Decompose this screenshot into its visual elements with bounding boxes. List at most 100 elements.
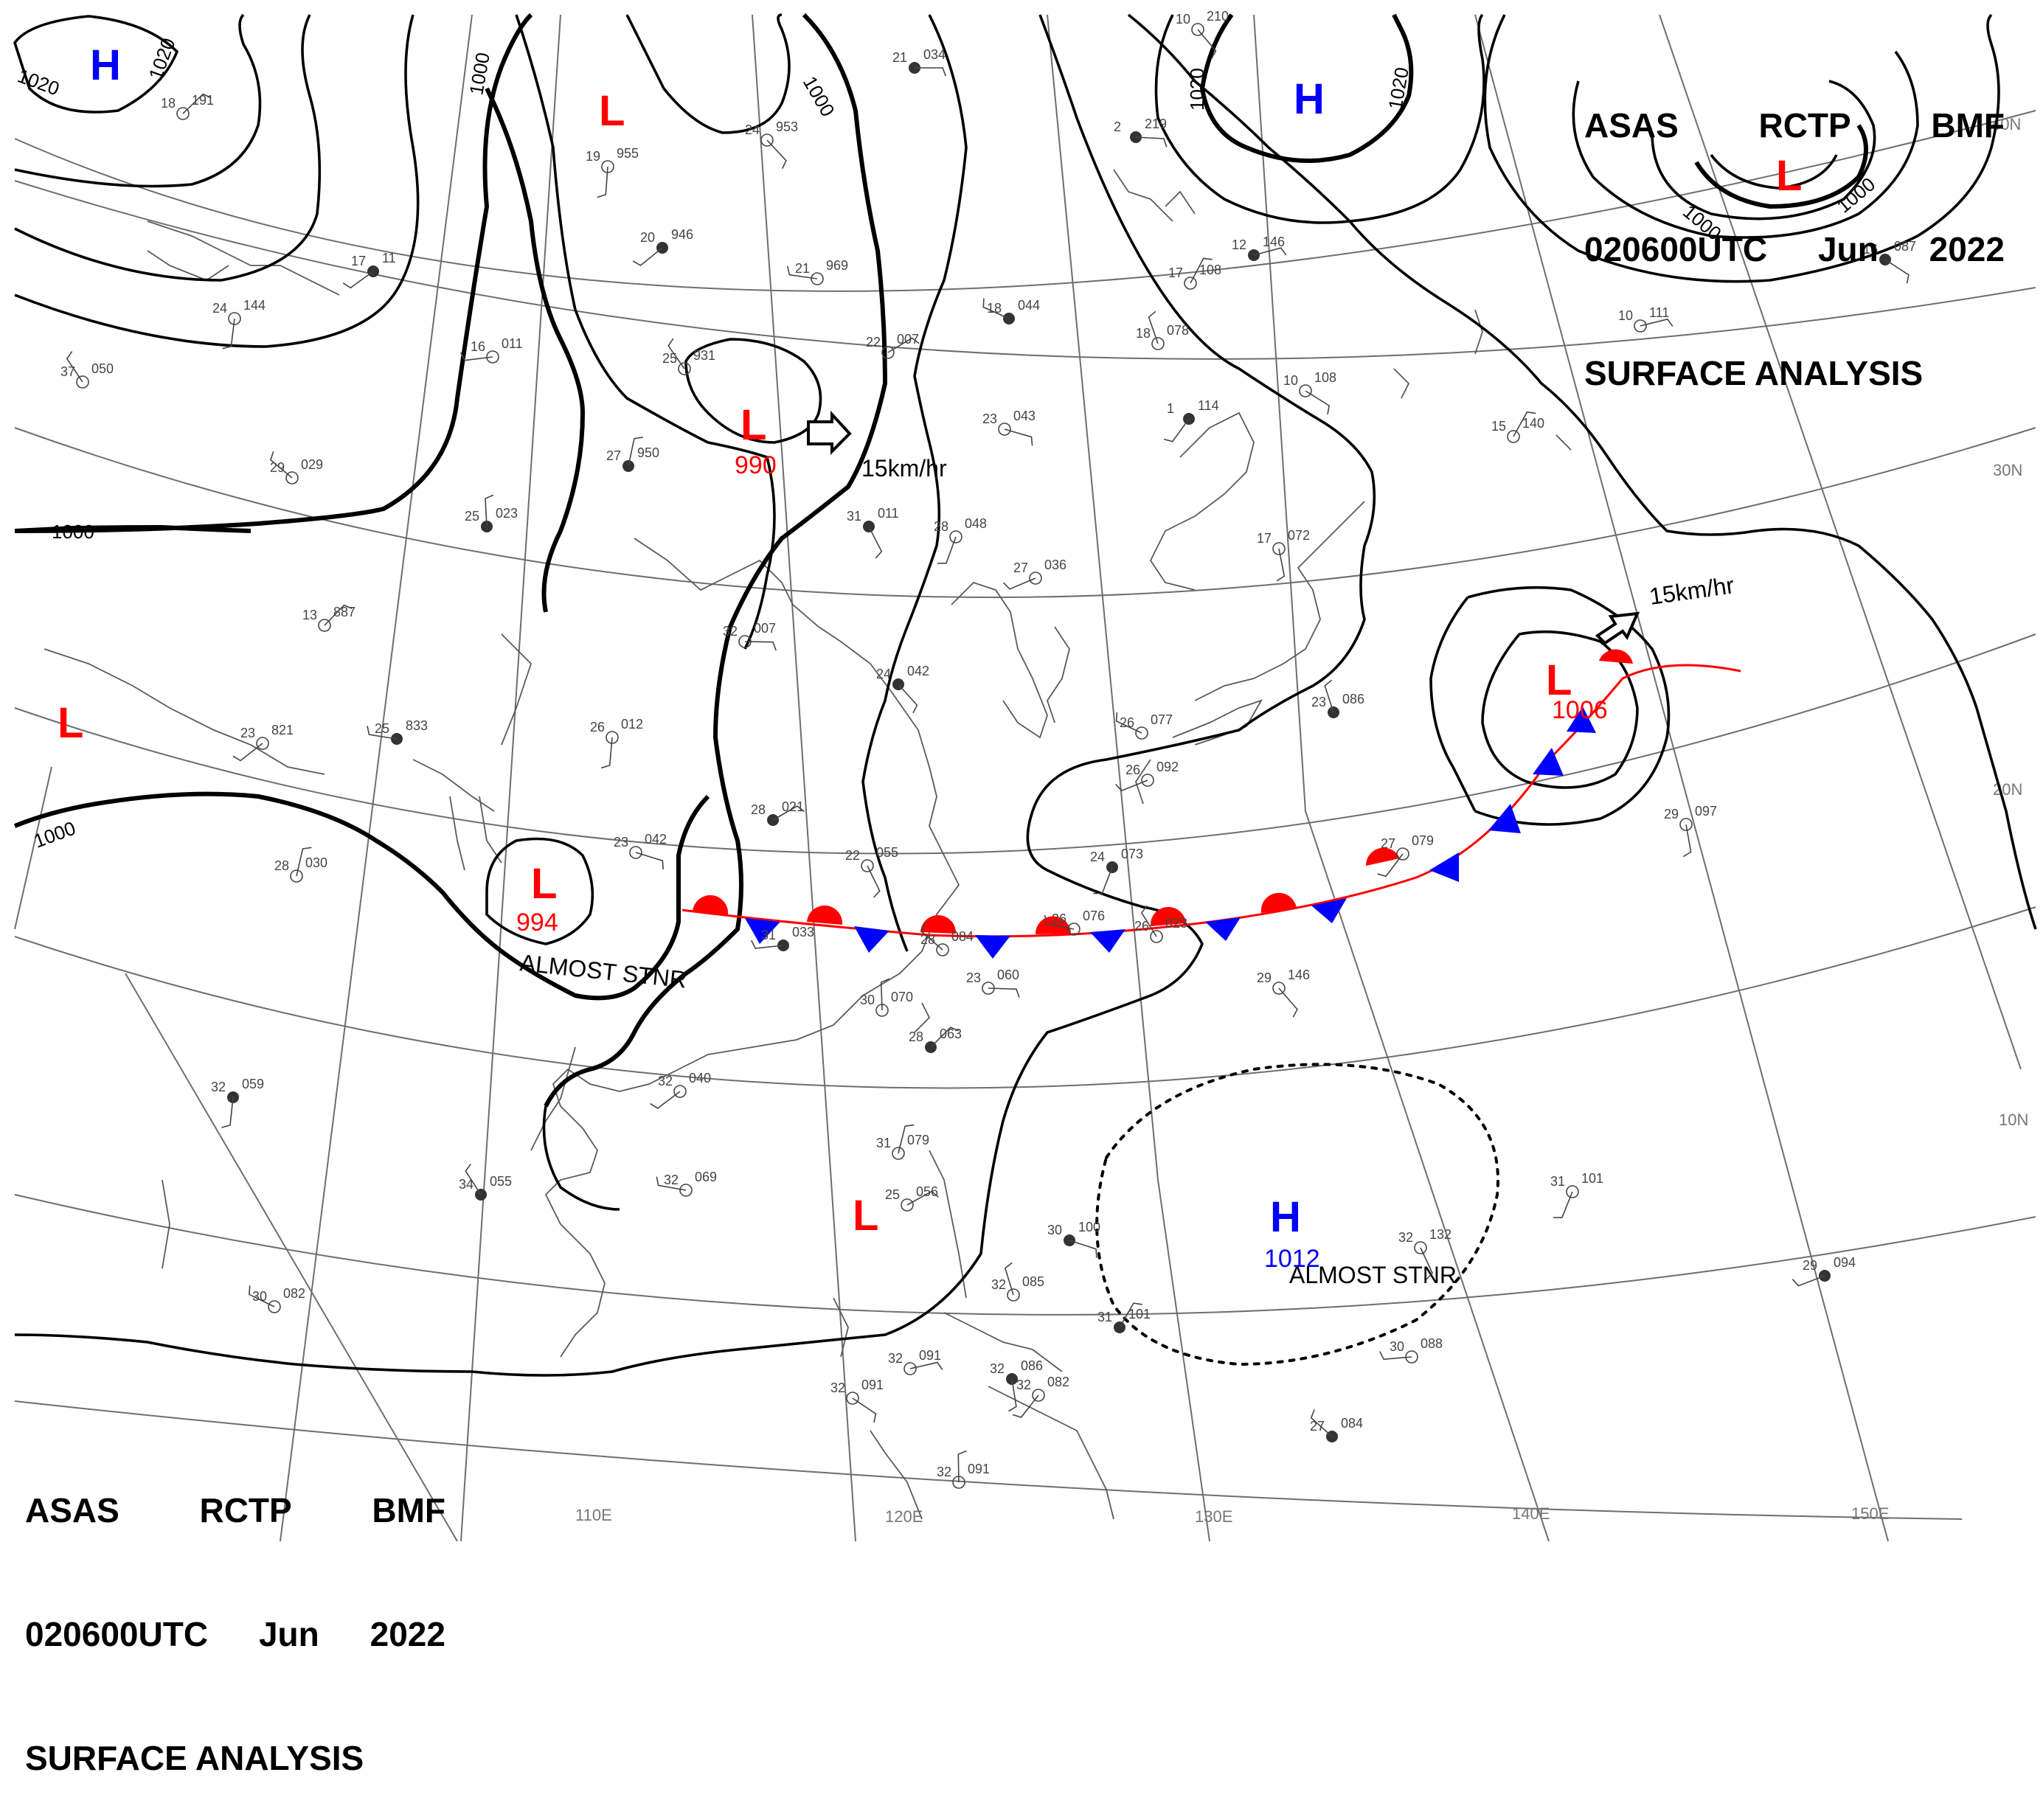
station-plot: 26 023 <box>1134 905 1187 943</box>
station-temperature: 25 <box>465 509 479 524</box>
low-center-letter: L <box>531 860 557 908</box>
wind-barb-icon <box>772 805 805 821</box>
station-temperature: 31 <box>761 928 776 942</box>
station-plot: 32 085 <box>991 1262 1044 1302</box>
wind-barb-icon <box>1012 1394 1039 1418</box>
station-plot: 18 191 <box>161 93 214 120</box>
station-circle-icon <box>285 471 299 484</box>
wind-barb-icon <box>1004 1262 1014 1296</box>
station-temperature: 30 <box>1047 1223 1062 1237</box>
station-circle-icon <box>76 375 89 389</box>
station-temperature: 19 <box>586 149 600 164</box>
station-circle-icon <box>998 423 1011 436</box>
station-plot: 32 132 <box>1398 1227 1451 1280</box>
station-pressure: 073 <box>1121 847 1143 861</box>
station-plot: 23 086 <box>1311 679 1364 718</box>
station-plot: 26 077 <box>1115 712 1173 740</box>
station-temperature: 29 <box>1664 807 1679 822</box>
station-circle-icon <box>1272 542 1286 555</box>
wind-barb-icon <box>324 604 353 626</box>
station-plot: 32 069 <box>656 1170 717 1197</box>
wind-barb-icon <box>1791 1275 1825 1287</box>
station-pressure: 036 <box>1044 558 1066 572</box>
wind-barb-icon <box>898 684 918 714</box>
wind-barb-icon <box>786 265 818 279</box>
wind-barb-icon <box>988 987 1020 998</box>
station-plot: 26 012 <box>590 717 643 769</box>
station-plot: 28 021 <box>751 799 805 826</box>
wind-barb-icon <box>868 526 883 559</box>
station-pressure: 077 <box>1151 712 1173 727</box>
station-temperature: 24 <box>212 301 227 316</box>
station-pressure: 033 <box>792 925 814 939</box>
station-pressure: 146 <box>1263 235 1285 249</box>
station-plot: 31 079 <box>876 1124 929 1160</box>
station-plot: 17 11 <box>342 251 396 289</box>
wind-barb-icon <box>1093 866 1113 895</box>
wind-barb-icon <box>880 978 890 1011</box>
station-circle-icon <box>1507 430 1520 443</box>
station-pressure: 012 <box>621 717 643 732</box>
station-pressure: 011 <box>502 336 523 351</box>
station-plot: 17 108 <box>1168 257 1221 290</box>
station-circle-icon <box>1029 572 1042 585</box>
chart-title-top: ASAS RCTP BMF 020600UTC Jun 2022 SURFACE ANA… <box>1584 106 2005 392</box>
station-pressure: 887 <box>333 605 355 619</box>
station-pressure: 11 <box>382 251 396 265</box>
wind-barb-icon <box>906 1190 939 1206</box>
station-plot: 26 092 <box>1115 760 1179 792</box>
station-temperature: 29 <box>1257 970 1272 985</box>
station-circle-icon <box>673 1085 687 1098</box>
station-plot: 28 048 <box>934 516 987 564</box>
wind-barb-icon <box>920 923 943 951</box>
station-temperature: 30 <box>252 1289 267 1304</box>
station-circle-icon <box>1299 384 1312 397</box>
station-plot: 16 011 <box>459 336 523 364</box>
latitude-labels: 40N 30N 20N 10N <box>1991 115 2028 1129</box>
station-temperature: 37 <box>60 364 75 379</box>
station-pressure: 101 <box>1581 1171 1603 1186</box>
station-pressure: 969 <box>826 258 848 273</box>
station-temperature: 12 <box>1232 237 1246 252</box>
wind-barb-icon <box>182 93 212 114</box>
station-pressure: 048 <box>965 516 987 531</box>
station-temperature: 31 <box>1550 1174 1565 1189</box>
station-temperature: 27 <box>1013 560 1028 575</box>
station-temperature: 18 <box>161 96 176 111</box>
station-temperature: 32 <box>1016 1378 1031 1392</box>
station-circle-icon <box>901 1198 914 1212</box>
station-pressure: 100 <box>1078 1220 1100 1234</box>
station-temperature: 32 <box>830 1380 845 1395</box>
station-plot: 21 969 <box>786 258 848 285</box>
station-plot: 18 078 <box>1136 310 1189 350</box>
station-pressure: 821 <box>271 723 294 737</box>
low-center-letter: L <box>853 1192 878 1240</box>
station-temperature: 34 <box>459 1177 474 1192</box>
low-center-pressure: 994 <box>516 909 558 937</box>
station-pressure: 059 <box>242 1077 264 1091</box>
station-temperature: 24 <box>1090 850 1105 864</box>
station-pressure: 108 <box>1199 263 1221 277</box>
station-pressure: 191 <box>192 93 214 108</box>
station-temperature: 28 <box>920 932 935 947</box>
wind-barb-icon <box>982 298 1010 319</box>
station-temperature: 32 <box>937 1465 951 1479</box>
station-temperature: 24 <box>745 122 760 137</box>
station-plot: 24 073 <box>1090 847 1143 895</box>
station-plot: 37 050 <box>60 351 114 389</box>
station-temperature: 23 <box>240 726 255 740</box>
station-temperature: 29 <box>1803 1258 1817 1273</box>
wind-barb-icon <box>1003 577 1036 590</box>
station-temperature: 15 <box>1491 419 1506 434</box>
station-circle-icon <box>846 1392 859 1405</box>
wind-barb-icon <box>766 139 787 169</box>
station-pressure: 091 <box>919 1348 941 1363</box>
station-temperature: 28 <box>909 1029 923 1044</box>
station-pressure: 108 <box>1314 370 1336 385</box>
station-pressure: 946 <box>671 227 693 242</box>
station-temperature: 27 <box>1381 836 1395 851</box>
station-pressure: 085 <box>1022 1274 1044 1289</box>
wind-barb-icon <box>232 743 263 762</box>
station-temperature: 32 <box>888 1351 903 1366</box>
